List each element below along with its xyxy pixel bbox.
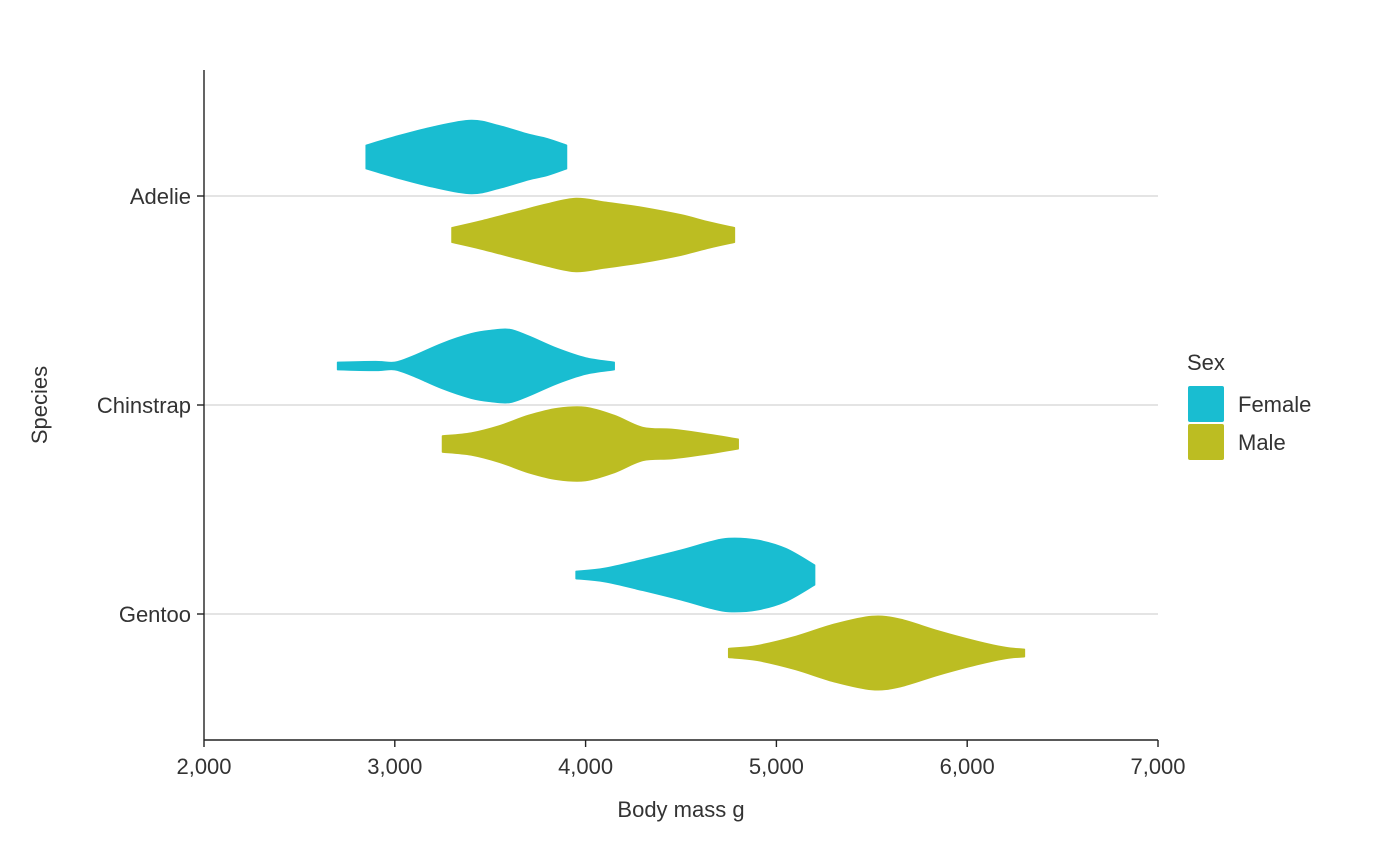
y-tick-label-gentoo: Gentoo	[119, 602, 191, 627]
legend-title: Sex	[1187, 350, 1225, 375]
violin-adelie-male	[451, 197, 736, 273]
y-axis-ticks: Adelie Chinstrap Gentoo	[97, 184, 204, 627]
x-axis-title: Body mass g	[617, 797, 744, 822]
legend-label-male: Male	[1238, 430, 1286, 455]
x-tick-label: 6,000	[940, 754, 995, 779]
y-tick-label-adelie: Adelie	[130, 184, 191, 209]
gridlines	[204, 195, 1158, 615]
x-tick-label: 2,000	[176, 754, 231, 779]
x-axis-ticks: 2,000 3,000 4,000 5,000 6,000 7,000	[176, 740, 1186, 779]
y-tick-label-chinstrap: Chinstrap	[97, 393, 191, 418]
x-tick-label: 3,000	[367, 754, 422, 779]
legend-label-female: Female	[1238, 392, 1311, 417]
legend: Sex Female Male	[1187, 350, 1311, 460]
legend-entries: Female Male	[1188, 386, 1311, 460]
violin-chinstrap-female	[336, 328, 615, 404]
x-tick-label: 4,000	[558, 754, 613, 779]
legend-key-male	[1188, 424, 1224, 460]
legend-key-female	[1188, 386, 1224, 422]
x-tick-label: 5,000	[749, 754, 804, 779]
x-tick-label: 7,000	[1130, 754, 1185, 779]
violin-adelie-female	[365, 119, 568, 195]
y-axis-title: Species	[27, 366, 52, 444]
violin-chinstrap-male	[441, 406, 739, 482]
violin-gentoo-male	[727, 615, 1026, 691]
violins	[336, 119, 1026, 691]
violin-gentoo-female	[575, 537, 816, 613]
